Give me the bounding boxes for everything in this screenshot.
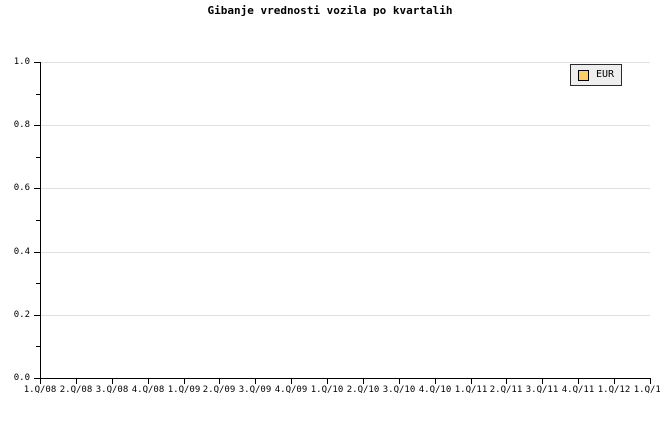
x-tick <box>255 379 256 384</box>
chart-title: Gibanje vrednosti vozila po kvartalih <box>207 4 453 17</box>
x-tick <box>76 379 77 384</box>
y-axis-label: 0.0 <box>13 373 30 383</box>
x-axis-label: 3.Q/10 <box>382 385 416 395</box>
x-tick <box>435 379 436 384</box>
y-tick-minor <box>36 93 40 95</box>
legend[interactable]: EUR <box>570 64 623 86</box>
y-tick-major <box>34 62 40 63</box>
y-tick-minor <box>36 156 40 158</box>
y-axis-line <box>40 62 41 379</box>
y-tick-major <box>34 125 40 127</box>
x-tick <box>291 379 292 384</box>
y-axis-label: 0.8 <box>13 120 30 131</box>
x-axis-label: 4.Q/09 <box>274 385 308 395</box>
y-axis-label: 1.0 <box>13 57 30 67</box>
x-axis-label: 4.Q/10 <box>418 385 452 395</box>
y-tick-major <box>34 378 40 379</box>
x-tick <box>40 379 41 384</box>
x-tick <box>614 379 615 384</box>
legend-label-eur: EUR <box>596 69 615 80</box>
x-tick <box>363 379 364 384</box>
x-tick <box>327 379 328 384</box>
x-axis-label: 1.Q/12 <box>597 385 631 395</box>
y-tick-minor <box>36 346 40 348</box>
y-tick-major <box>34 251 40 253</box>
gridline-horizontal <box>40 62 650 63</box>
x-tick <box>506 379 507 384</box>
gridline-horizontal <box>40 251 650 253</box>
y-axis-label: 0.6 <box>13 183 30 194</box>
y-tick-major <box>34 314 40 316</box>
x-axis-label: 1.Q/08 <box>23 385 57 395</box>
y-tick-minor <box>36 283 40 285</box>
y-tick-minor <box>36 220 40 221</box>
x-tick <box>148 379 149 384</box>
x-tick <box>578 379 579 384</box>
x-axis-label: 3.Q/11 <box>525 385 559 395</box>
x-tick <box>112 379 113 384</box>
x-axis-label: 2.Q/11 <box>489 385 523 395</box>
x-axis-label: 1.Q/09 <box>167 385 201 395</box>
x-tick <box>184 379 185 384</box>
y-tick-major <box>34 188 40 190</box>
x-axis-label: 2.Q/09 <box>202 385 236 395</box>
plot-area <box>40 62 650 378</box>
x-tick <box>399 379 400 384</box>
x-axis-label: 4.Q/11 <box>561 385 595 395</box>
legend-swatch-eur <box>578 69 589 81</box>
x-axis-label: 2.Q/10 <box>346 385 380 395</box>
x-axis-label: 1.Q/12 <box>633 385 660 395</box>
x-axis-label: 3.Q/08 <box>95 385 129 395</box>
x-axis-label: 3.Q/09 <box>238 385 272 395</box>
x-axis-label: 2.Q/08 <box>59 385 93 395</box>
gridline-horizontal <box>40 314 650 316</box>
y-axis-label: 0.4 <box>13 246 30 257</box>
gridline-horizontal <box>40 125 650 127</box>
x-axis-label: 1.Q/10 <box>310 385 344 395</box>
x-tick <box>471 379 472 384</box>
y-axis-label: 0.2 <box>13 309 30 320</box>
gridline-horizontal <box>40 188 650 190</box>
x-axis-label: 4.Q/08 <box>131 385 165 395</box>
x-tick <box>219 379 220 384</box>
x-axis-label: 1.Q/11 <box>454 385 488 395</box>
x-axis-line <box>40 378 651 379</box>
x-tick <box>542 379 543 384</box>
x-tick <box>650 379 651 384</box>
